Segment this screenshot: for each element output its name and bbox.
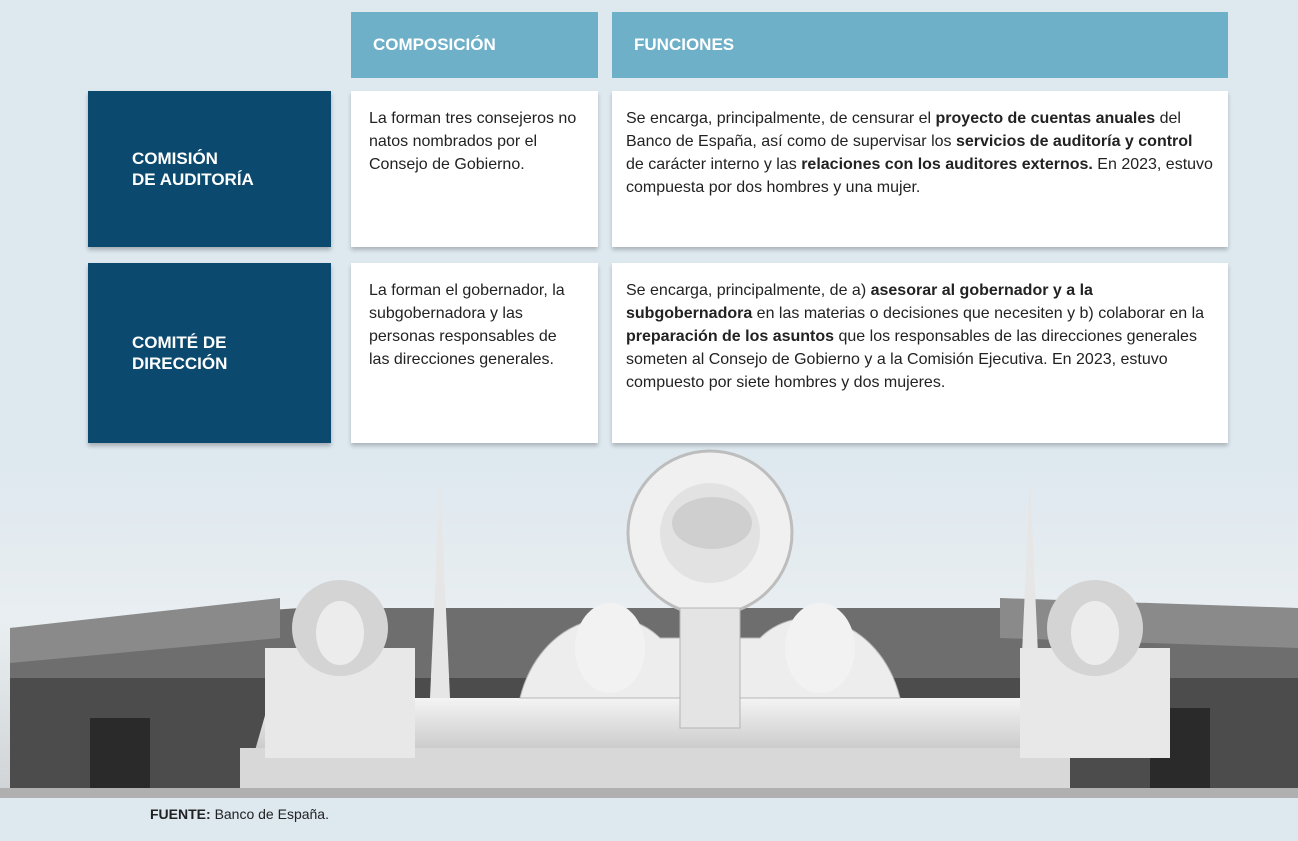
row-label: COMISIÓN DE AUDITORÍA <box>88 91 331 247</box>
functions-bold-text: proyecto de cuentas anuales <box>935 110 1156 127</box>
row-label: COMITÉ DE DIRECCIÓN <box>88 263 331 443</box>
functions-text: en las materias o decisiones que necesit… <box>752 305 1205 322</box>
row-label-line: DE AUDITORÍA <box>132 170 254 189</box>
header-composition: COMPOSICIÓN <box>351 12 598 78</box>
building-photo <box>0 448 1298 798</box>
row-label-line: COMITÉ DE <box>132 333 227 352</box>
row-label-line: COMISIÓN <box>132 149 218 168</box>
functions-text: del Banco de España, así como de supervi… <box>626 110 1181 150</box>
functions-text: En 2023, estuvo compuesta por dos hombre… <box>626 156 1213 196</box>
functions-bold-text: relaciones con los auditores externos. <box>801 156 1093 173</box>
functions-bold-text: servicios de auditoría y control <box>955 133 1193 150</box>
source-note: FUENTE: Banco de España. <box>150 806 329 822</box>
header-functions: FUNCIONES <box>612 12 1228 78</box>
functions-bold-text: preparación de los asuntos <box>626 328 835 345</box>
functions-text: Se encarga, principalmente, de censurar … <box>626 110 936 127</box>
composition-cell: La forman el gobernador, la subgobernado… <box>351 263 598 443</box>
source-text: Banco de España. <box>214 806 329 822</box>
row-label-line: DIRECCIÓN <box>132 354 228 373</box>
functions-bold-text: asesorar al gobernador y a la subgoberna… <box>626 282 1093 322</box>
source-label: FUENTE: <box>150 806 211 822</box>
functions-text: Se encarga, principalmente, de a) <box>626 282 871 299</box>
functions-text: de carácter interno y las <box>626 156 802 173</box>
composition-cell: La forman tres consejeros no natos nombr… <box>351 91 598 247</box>
functions-cell: Se encarga, principalmente, de censurar … <box>612 91 1228 247</box>
functions-text: que los responsables de las direcciones … <box>626 328 1197 391</box>
functions-cell: Se encarga, principalmente, de a) asesor… <box>612 263 1228 443</box>
